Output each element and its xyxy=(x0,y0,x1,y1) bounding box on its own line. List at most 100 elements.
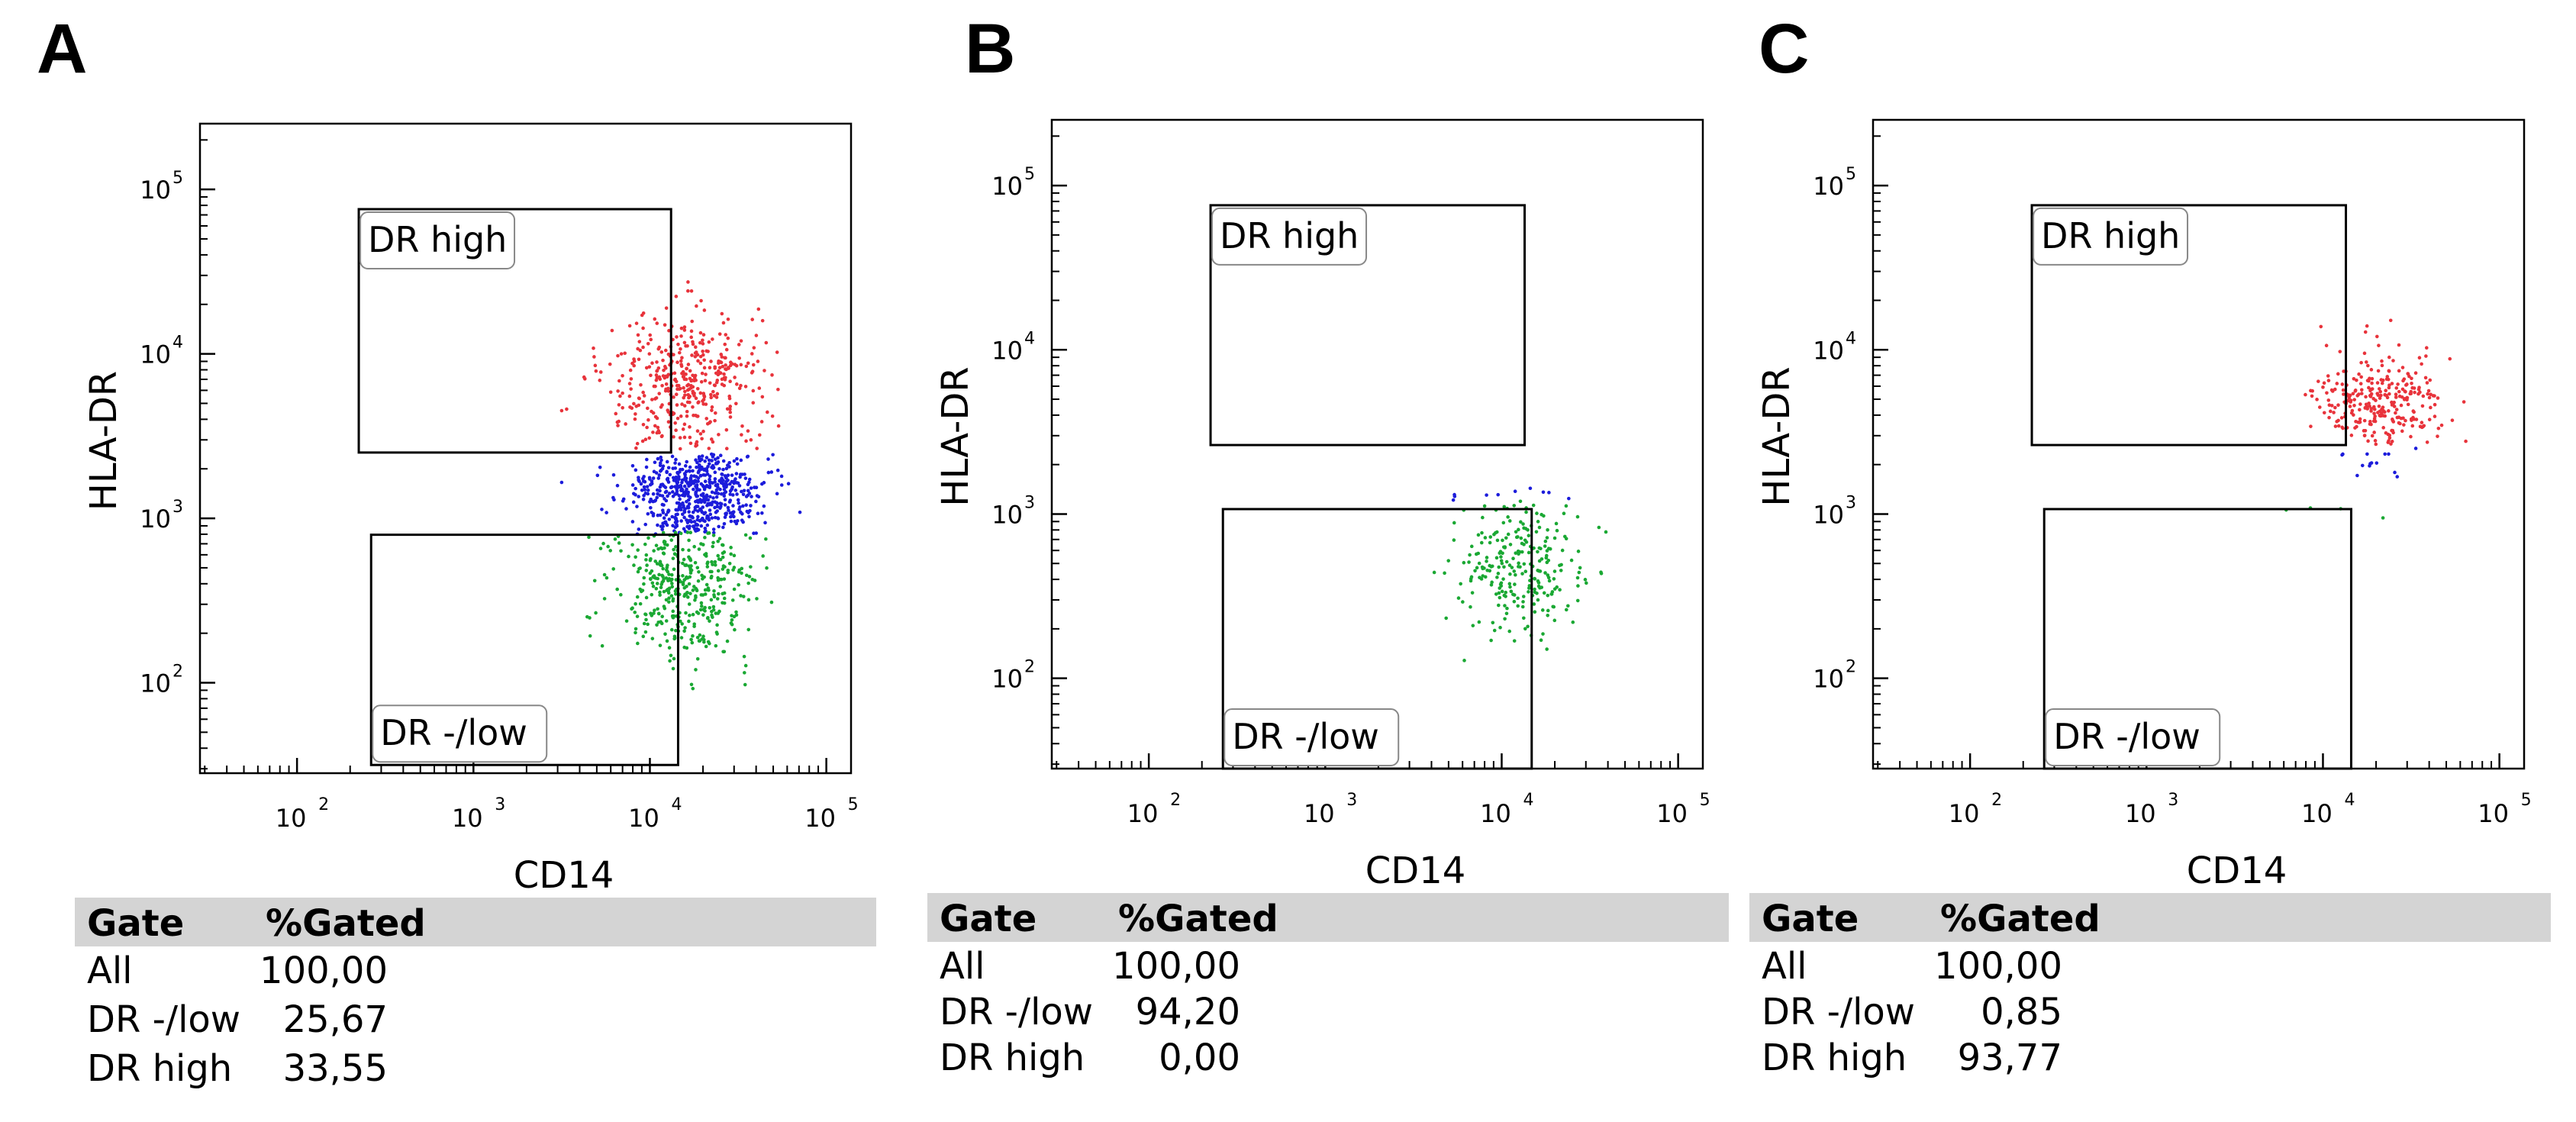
event-dot xyxy=(2359,375,2363,379)
event-dot xyxy=(1527,550,1531,555)
x-axis-label: CD14 xyxy=(2187,850,2287,892)
event-dot xyxy=(2367,401,2371,405)
event-dot xyxy=(2363,405,2368,410)
event-dot xyxy=(2391,359,2395,363)
event-dot xyxy=(666,352,671,356)
gate-rect[interactable] xyxy=(1221,508,1533,770)
population-intermediate xyxy=(1451,486,1571,502)
event-dot xyxy=(662,552,666,556)
event-dot xyxy=(654,373,659,377)
event-dot xyxy=(692,624,696,628)
table-row: DR high 93,77 xyxy=(1749,1037,2551,1085)
event-dot xyxy=(766,457,770,461)
event-dot xyxy=(670,490,675,494)
y-tick-exponent: 2 xyxy=(172,663,183,682)
event-dot xyxy=(646,406,650,411)
event-dot xyxy=(2365,360,2368,364)
event-dot xyxy=(656,546,660,551)
y-axis-label: HLA-DR xyxy=(82,371,125,511)
event-dot xyxy=(2376,369,2381,373)
event-dot xyxy=(2362,434,2367,437)
event-dot xyxy=(634,555,637,559)
event-dot xyxy=(699,482,704,486)
event-dot xyxy=(739,594,743,598)
event-dot xyxy=(1532,546,1536,550)
event-dot xyxy=(776,424,781,428)
event-dot xyxy=(2340,453,2344,457)
event-dot xyxy=(1494,530,1498,535)
event-dot xyxy=(727,460,731,465)
event-dot xyxy=(664,521,668,526)
event-dot xyxy=(674,457,678,462)
event-dot xyxy=(653,460,657,465)
event-dot xyxy=(587,535,591,540)
event-dot xyxy=(2364,395,2368,399)
event-dot xyxy=(1599,572,1604,576)
event-dot xyxy=(2373,419,2378,424)
event-dot xyxy=(663,323,667,327)
event-dot xyxy=(2412,386,2416,390)
event-dot xyxy=(762,504,766,508)
event-dot xyxy=(665,459,669,464)
event-dot xyxy=(643,522,648,527)
event-dot xyxy=(722,484,726,488)
event-dot xyxy=(2413,447,2418,450)
event-dot xyxy=(657,611,661,616)
event-dot xyxy=(687,527,692,530)
event-dot xyxy=(698,330,703,335)
event-dot xyxy=(775,468,780,472)
event-dot xyxy=(650,569,654,573)
event-dot xyxy=(635,441,640,446)
event-dot xyxy=(744,503,748,508)
event-dot xyxy=(672,567,676,572)
row-pct: 94,20 xyxy=(1135,991,1240,1033)
event-dot xyxy=(1504,595,1507,598)
event-dot xyxy=(685,343,689,348)
event-dot xyxy=(700,437,704,441)
gate-rect[interactable] xyxy=(2030,204,2348,447)
gate-rect[interactable] xyxy=(2042,508,2352,770)
event-dot xyxy=(663,389,668,393)
event-dot xyxy=(1514,551,1518,555)
event-dot xyxy=(735,462,740,466)
row-gate: DR -/low xyxy=(1762,991,1916,1033)
event-dot xyxy=(682,527,686,531)
event-dot xyxy=(2333,424,2338,428)
event-dot xyxy=(728,415,733,419)
population-dr-low xyxy=(1432,499,1608,663)
event-dot xyxy=(627,382,632,385)
event-dot xyxy=(2377,404,2381,408)
event-dot xyxy=(699,542,703,546)
event-dot xyxy=(1567,496,1571,501)
event-dot xyxy=(2362,418,2367,423)
event-dot xyxy=(2380,363,2384,368)
gate-rect[interactable] xyxy=(357,208,672,454)
gate-rect[interactable] xyxy=(1209,204,1527,447)
event-dot xyxy=(659,524,663,528)
event-dot xyxy=(704,496,708,501)
event-dot xyxy=(682,505,685,509)
gate-rect[interactable] xyxy=(369,534,679,766)
event-dot xyxy=(708,605,712,610)
event-dot xyxy=(2373,439,2378,443)
event-dot xyxy=(1533,610,1537,614)
event-dot xyxy=(1482,566,1486,570)
event-dot xyxy=(687,602,692,606)
event-dot xyxy=(1526,624,1530,629)
event-dot xyxy=(682,557,686,562)
event-dot xyxy=(650,614,654,617)
event-dot xyxy=(720,476,724,480)
event-dot xyxy=(704,417,709,421)
x-tick-exponent: 3 xyxy=(2168,791,2178,810)
event-dot xyxy=(608,549,613,553)
event-dot xyxy=(1517,527,1520,532)
event-dot xyxy=(756,307,761,311)
event-dot xyxy=(680,480,684,485)
table-row: DR -/low 94,20 xyxy=(927,991,1729,1040)
event-dot xyxy=(718,453,723,458)
event-dot xyxy=(1536,520,1540,524)
event-dot xyxy=(760,395,765,399)
event-dot xyxy=(645,563,649,567)
event-dot xyxy=(682,375,686,379)
event-dot xyxy=(635,505,639,508)
